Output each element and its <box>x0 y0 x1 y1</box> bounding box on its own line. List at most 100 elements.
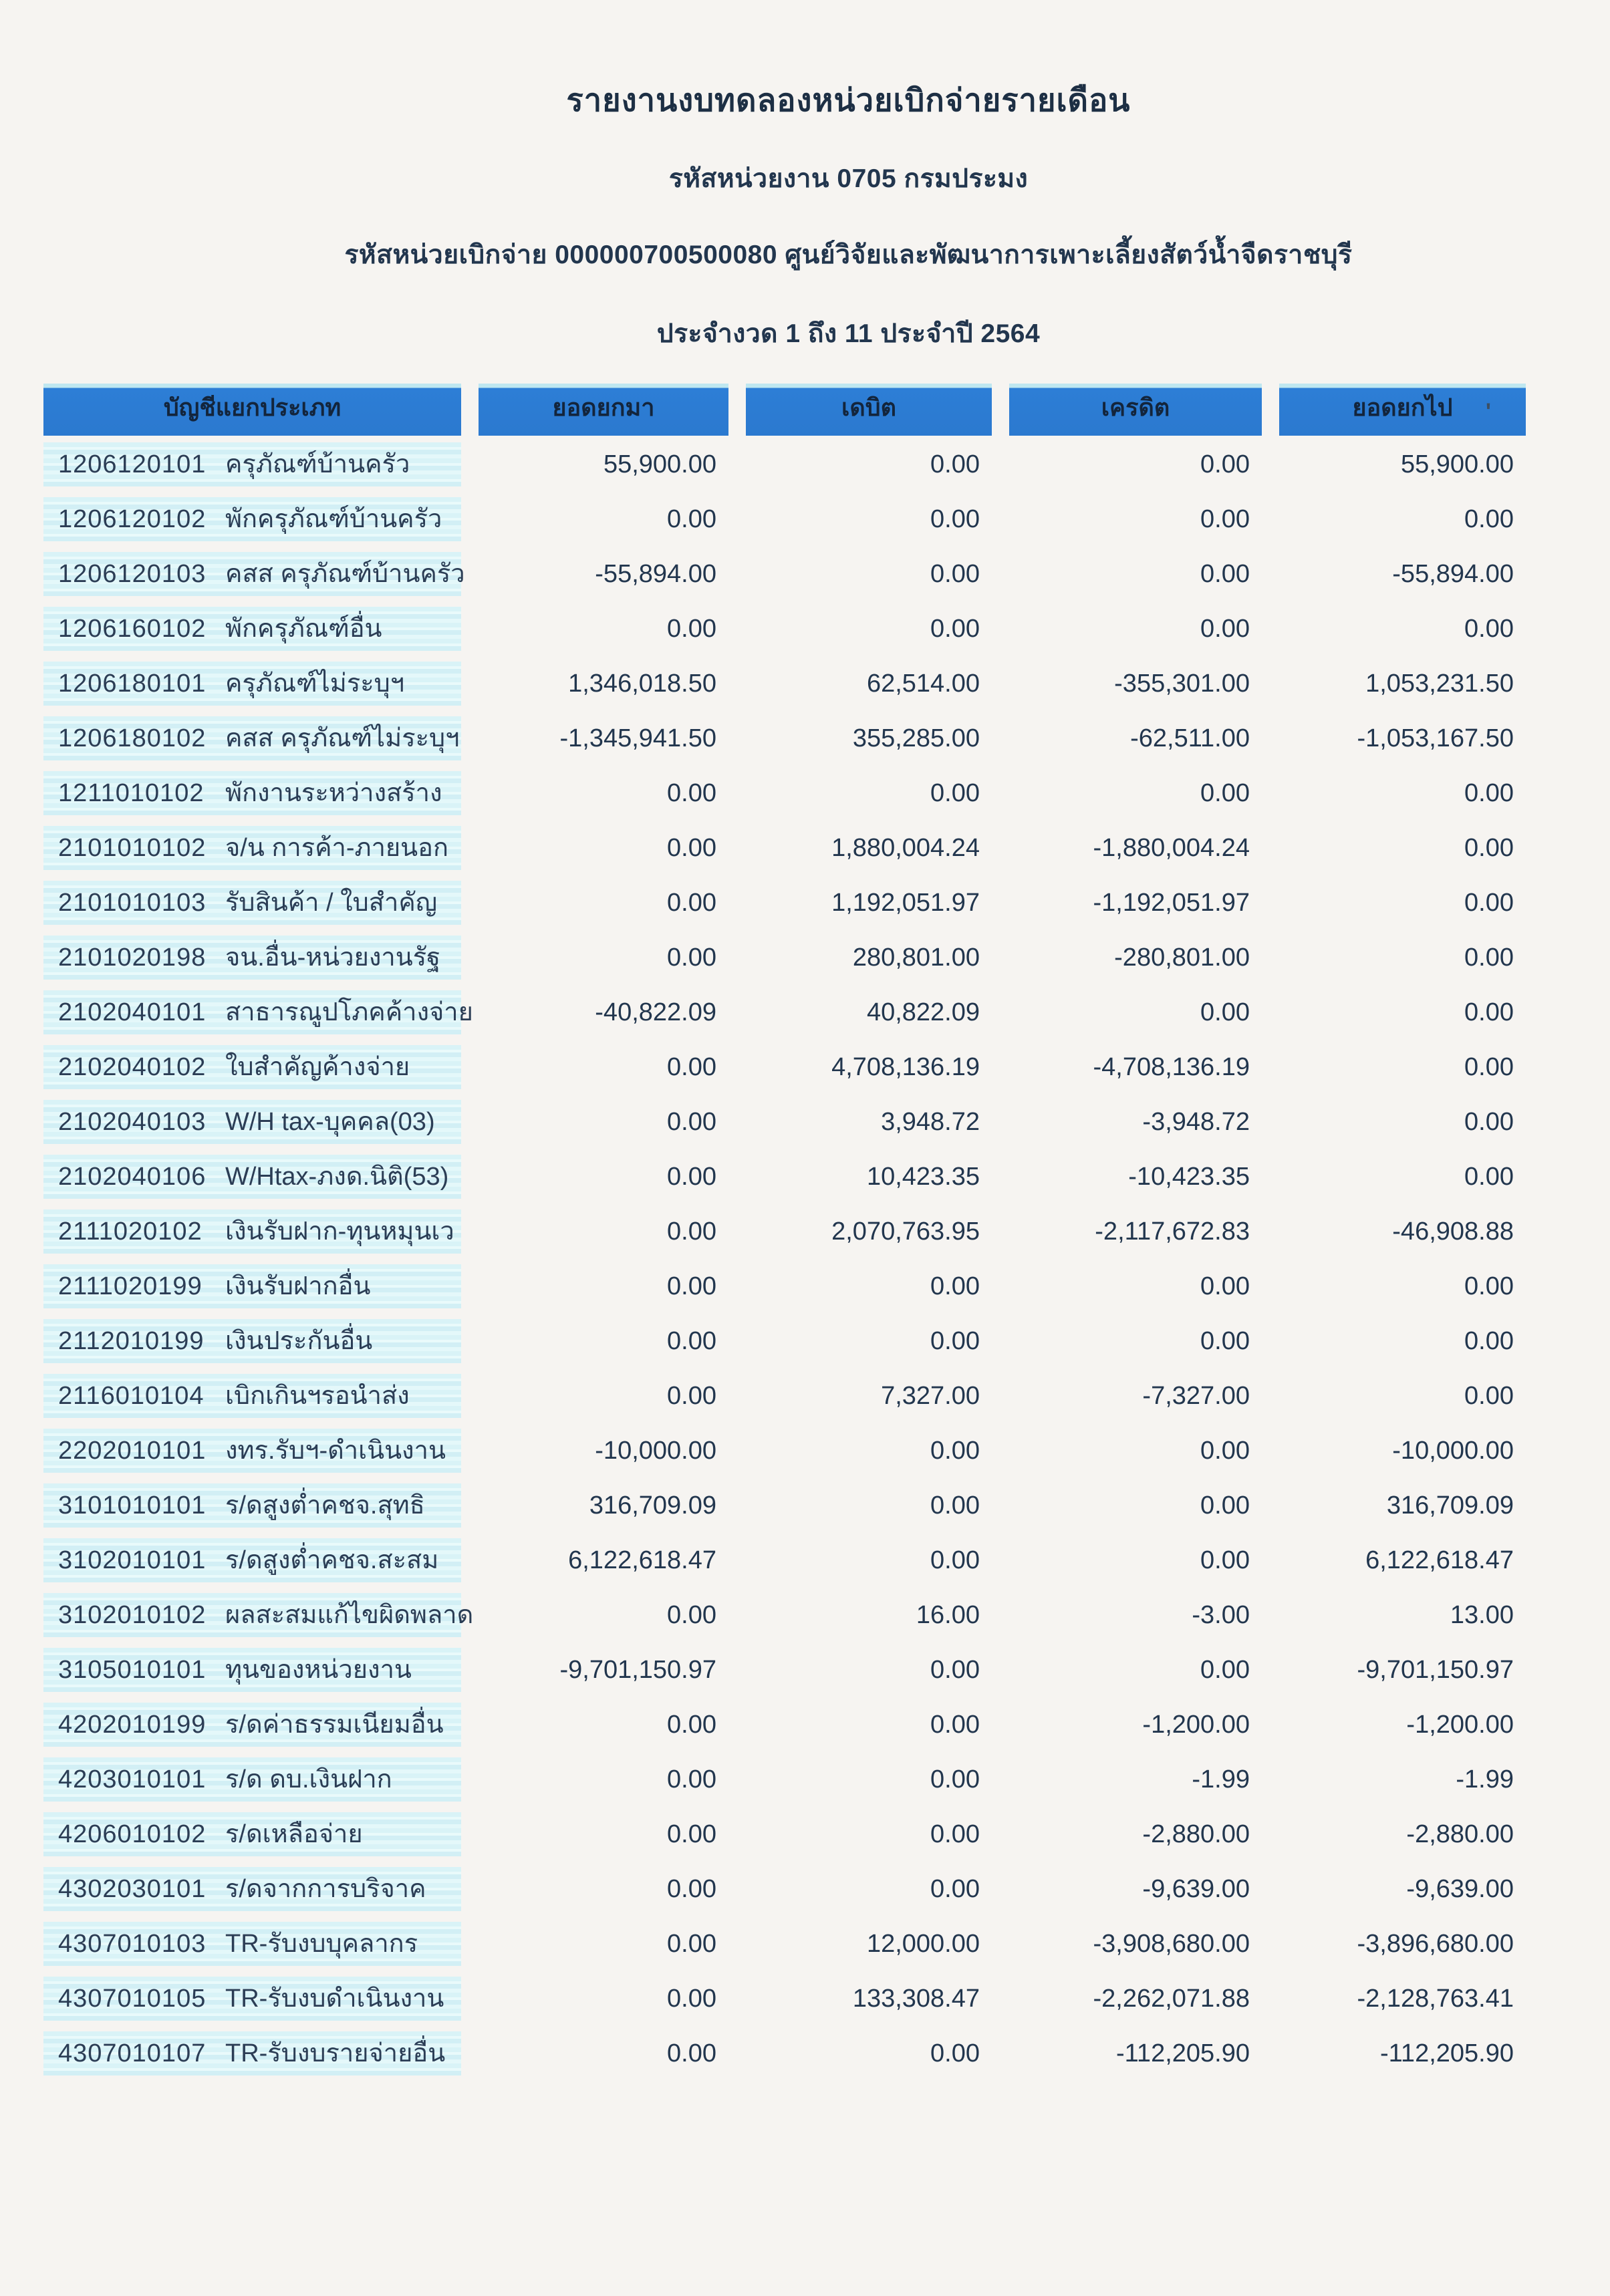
account-code: 4202010199 <box>58 1711 207 1739</box>
account-cell: 3101010101 ร/ดสูงต่ำคชจ.สุทธิ <box>43 1483 461 1528</box>
account-name: พักครุภัณฑ์บ้านครัว <box>225 505 442 533</box>
account-cell: 2102040106 W/Htax-ภงด.นิติ(53) <box>43 1155 461 1199</box>
table-header-row: บัญชีแยกประเภท ยอดยกมา เดบิต เครดิต ยอดย… <box>43 384 1526 436</box>
column-header-carried-forward: ยอดยกไป ' <box>1279 384 1526 436</box>
table-row: 4206010102 ร/ดเหลือจ่าย 0.00 0.00 -2,880… <box>43 1812 1526 1856</box>
carried-forward-value: 0.00 <box>1464 1327 1514 1355</box>
account-name: เงินประกันอื่น <box>225 1327 373 1355</box>
table-body: 1206120101 ครุภัณฑ์บ้านครัว 55,900.00 0.… <box>43 442 1526 2075</box>
brought-forward-value: 0.00 <box>667 1272 716 1300</box>
account-cell: 2202010101 งทร.รับฯ-ดำเนินงาน <box>43 1429 461 1473</box>
carried-forward-value: 55,900.00 <box>1400 450 1514 478</box>
debit-value: 0.00 <box>930 1491 980 1520</box>
account-name: งทร.รับฯ-ดำเนินงาน <box>225 1437 446 1465</box>
brought-forward-value: 0.00 <box>667 1601 716 1629</box>
account-name: ใบสำคัญค้างจ่าย <box>225 1053 410 1081</box>
brought-forward-value: 0.00 <box>667 1875 716 1903</box>
debit-value: 12,000.00 <box>866 1930 980 1958</box>
scan-artifact-mark: ' <box>1485 399 1491 424</box>
debit-value: 0.00 <box>930 2039 980 2067</box>
account-name: ร/ดสูงต่ำคชจ.สุทธิ <box>225 1491 425 1520</box>
carried-forward-value: 0.00 <box>1464 779 1514 807</box>
account-name: ร/ดจากการบริจาค <box>225 1875 426 1903</box>
table-row: 2101010102 จ/น การค้า-ภายนอก 0.00 1,880,… <box>43 826 1526 870</box>
debit-value: 4,708,136.19 <box>831 1053 980 1081</box>
carried-forward-value: 1,053,231.50 <box>1365 670 1514 698</box>
debit-value: 1,880,004.24 <box>831 834 980 862</box>
account-cell: 2102040101 สาธารณูปโภคค้างจ่าย <box>43 990 473 1034</box>
credit-value: 0.00 <box>1200 560 1250 588</box>
account-code: 1206180102 <box>58 724 207 752</box>
debit-value: 0.00 <box>930 450 980 478</box>
credit-value: 0.00 <box>1200 450 1250 478</box>
account-name: ครุภัณฑ์บ้านครัว <box>225 450 410 478</box>
carried-forward-value: 0.00 <box>1464 998 1514 1026</box>
brought-forward-value: 0.00 <box>667 1765 716 1793</box>
credit-value: -2,262,071.88 <box>1093 1985 1250 2013</box>
brought-forward-value: -55,894.00 <box>595 560 716 588</box>
brought-forward-value: 0.00 <box>667 1327 716 1355</box>
debit-value: 1,192,051.97 <box>831 889 980 917</box>
table-row: 2102040102 ใบสำคัญค้างจ่าย 0.00 4,708,13… <box>43 1045 1526 1089</box>
account-cell: 2116010104 เบิกเกินฯรอนำส่ง <box>43 1374 461 1418</box>
carried-forward-value: 0.00 <box>1464 615 1514 643</box>
table-row: 2102040101 สาธารณูปโภคค้างจ่าย -40,822.0… <box>43 990 1526 1034</box>
account-code: 2111020199 <box>58 1272 203 1300</box>
carried-forward-value: 0.00 <box>1464 1053 1514 1081</box>
account-name: TR-รับงบดำเนินงาน <box>225 1985 444 2013</box>
account-cell: 4203010101 ร/ด ดบ.เงินฝาก <box>43 1757 461 1802</box>
brought-forward-value: 0.00 <box>667 505 716 533</box>
table-row: 2102040106 W/Htax-ภงด.นิติ(53) 0.00 10,4… <box>43 1155 1526 1199</box>
carried-forward-value: -1.99 <box>1456 1765 1514 1793</box>
account-code: 3101010101 <box>58 1491 207 1520</box>
account-cell: 2101010103 รับสินค้า / ใบสำคัญ <box>43 881 461 925</box>
account-code: 4206010102 <box>58 1820 207 1848</box>
account-cell: 4307010105 TR-รับงบดำเนินงาน <box>43 1977 461 2021</box>
brought-forward-value: 0.00 <box>667 834 716 862</box>
debit-value: 0.00 <box>930 1437 980 1465</box>
credit-value: -112,205.90 <box>1115 2039 1250 2067</box>
debit-value: 10,423.35 <box>866 1163 980 1191</box>
carried-forward-value: -2,880.00 <box>1406 1820 1514 1848</box>
brought-forward-value: 0.00 <box>667 1820 716 1848</box>
credit-value: -1,192,051.97 <box>1093 889 1250 917</box>
account-code: 4203010101 <box>58 1765 207 1793</box>
table-row: 4202010199 ร/ดค่าธรรมเนียมอื่น 0.00 0.00… <box>43 1703 1526 1747</box>
credit-value: -10,423.35 <box>1128 1163 1250 1191</box>
table-row: 1206160102 พักครุภัณฑ์อื่น 0.00 0.00 0.0… <box>43 607 1526 651</box>
brought-forward-value: 0.00 <box>667 944 716 972</box>
account-code: 1206180101 <box>58 670 207 698</box>
account-code: 2101010103 <box>58 889 207 917</box>
account-cell: 2111020102 เงินรับฝาก-ทุนหมุนเว <box>43 1209 461 1254</box>
credit-value: 0.00 <box>1200 505 1250 533</box>
account-name: ผลสะสมแก้ไขผิดพลาด <box>225 1601 474 1629</box>
table-row: 1211010102 พักงานระหว่างสร้าง 0.00 0.00 … <box>43 771 1526 815</box>
debit-value: 0.00 <box>930 779 980 807</box>
brought-forward-value: 316,709.09 <box>589 1491 716 1520</box>
account-code: 3102010102 <box>58 1601 207 1629</box>
debit-value: 0.00 <box>930 1546 980 1574</box>
credit-value: -3,948.72 <box>1142 1108 1250 1136</box>
table-row: 4307010103 TR-รับงบบุคลากร 0.00 12,000.0… <box>43 1922 1526 1966</box>
debit-value: 0.00 <box>930 615 980 643</box>
account-name: TR-รับงบรายจ่ายอื่น <box>225 2039 446 2067</box>
table-row: 1206120103 คสส ครุภัณฑ์บ้านครัว -55,894.… <box>43 552 1526 596</box>
account-name: พักครุภัณฑ์อื่น <box>225 615 382 643</box>
account-cell: 2102040102 ใบสำคัญค้างจ่าย <box>43 1045 461 1089</box>
account-name: ร/ดเหลือจ่าย <box>225 1820 363 1848</box>
debit-value: 0.00 <box>930 1656 980 1684</box>
account-cell: 3105010101 ทุนของหน่วยงาน <box>43 1648 461 1692</box>
column-header-account: บัญชีแยกประเภท <box>43 384 461 436</box>
period-line: ประจำงวด 1 ถึง 11 ประจำปี 2564 <box>656 319 1041 348</box>
account-code: 4307010105 <box>58 1985 207 2013</box>
account-code: 2102040103 <box>58 1108 207 1136</box>
brought-forward-value: -10,000.00 <box>595 1437 716 1465</box>
account-cell: 1206180102 คสส ครุภัณฑ์ไม่ระบุฯ <box>43 716 461 760</box>
account-name: ร/ดค่าธรรมเนียมอื่น <box>225 1711 444 1739</box>
column-header-brought-forward: ยอดยกมา <box>479 384 728 436</box>
account-code: 1206120102 <box>58 505 207 533</box>
debit-value: 355,285.00 <box>852 724 980 752</box>
account-code: 2101020198 <box>58 944 207 972</box>
credit-value: -1,200.00 <box>1142 1711 1250 1739</box>
brought-forward-value: -1,345,941.50 <box>559 724 716 752</box>
